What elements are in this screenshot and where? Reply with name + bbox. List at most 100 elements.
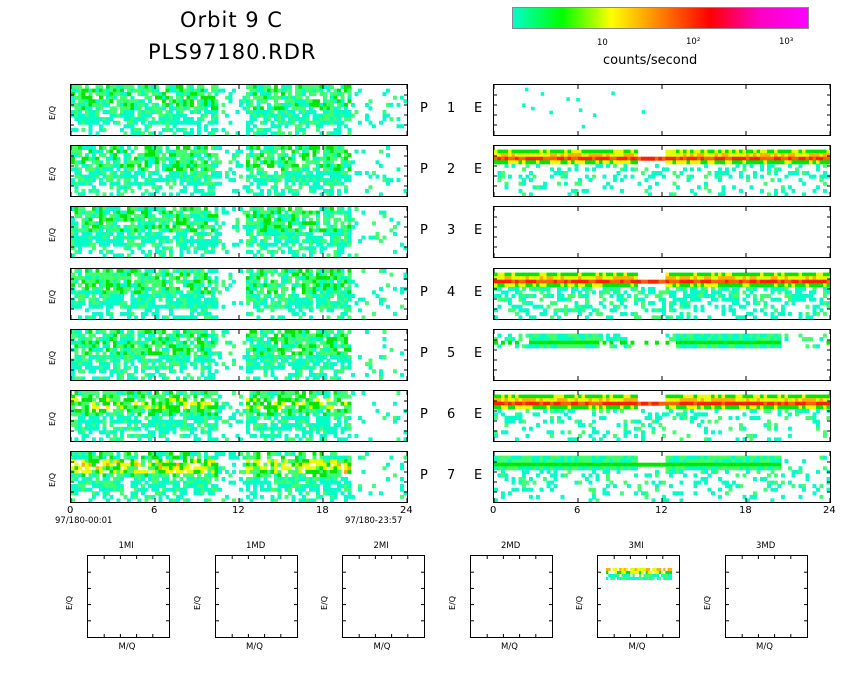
- heat-cell: [113, 333, 117, 338]
- heat-cell: [120, 102, 124, 107]
- heat-cell: [78, 480, 82, 485]
- heat-cell: [123, 113, 128, 118]
- heat-cell: [81, 102, 86, 107]
- heat-cell: [144, 153, 149, 158]
- heat-cell: [274, 174, 278, 179]
- heat-cell: [155, 293, 159, 298]
- heat-cell: [162, 99, 166, 104]
- heat-cell: [214, 99, 219, 104]
- heat-cell: [88, 181, 93, 186]
- heat-cell: [340, 314, 345, 319]
- heat-cell: [218, 146, 222, 151]
- heat-cell: [113, 253, 117, 258]
- heat-cell: [127, 174, 131, 179]
- heat-cell: [169, 88, 173, 93]
- heat-cell: [211, 412, 215, 417]
- heat-cell: [144, 110, 149, 114]
- heat-cell: [309, 246, 313, 251]
- heat-cell: [200, 398, 205, 403]
- heat-cell: [99, 272, 103, 277]
- heat-cell: [151, 156, 156, 161]
- heat-cell: [169, 340, 173, 345]
- heat-cell: [298, 181, 303, 186]
- heat-cell: [179, 423, 184, 428]
- heat-cell: [137, 297, 142, 302]
- heat-cell: [130, 207, 135, 212]
- heat-cell: [190, 268, 194, 273]
- heat-cell: [81, 437, 86, 441]
- heat-cell: [134, 340, 138, 345]
- heat-cell: [85, 286, 89, 291]
- heat-cell: [267, 358, 271, 363]
- heat-cell: [330, 120, 334, 125]
- heat-cell: [158, 113, 163, 118]
- heat-cell: [186, 372, 191, 377]
- heat-cell: [165, 398, 170, 403]
- heat-cell: [172, 361, 177, 366]
- heat-cell: [123, 243, 128, 248]
- heat-cell: [130, 95, 135, 100]
- heat-cell: [242, 408, 247, 413]
- heat-cell: [127, 153, 131, 158]
- heat-cell: [169, 102, 173, 107]
- heat-cell: [263, 351, 268, 356]
- heat-cell: [172, 293, 177, 298]
- heat-cell: [85, 289, 89, 294]
- heat-cell: [176, 171, 180, 176]
- heat-cell: [113, 408, 117, 413]
- heat-cell: [372, 369, 376, 374]
- heat-cell: [162, 480, 166, 485]
- heat-cell: [99, 243, 103, 248]
- heat-cell: [211, 297, 215, 302]
- heat-cell: [81, 178, 86, 183]
- heat-cell: [176, 336, 180, 341]
- heat-cell: [120, 146, 124, 151]
- left-panel-7: [70, 451, 408, 504]
- heat-cell: [99, 221, 103, 226]
- heat-cell: [155, 391, 159, 395]
- heat-cell: [211, 250, 215, 255]
- heat-cell: [326, 293, 331, 298]
- heat-cell: [106, 88, 110, 93]
- heat-cell: [141, 329, 145, 334]
- heat-cell: [102, 466, 107, 471]
- heat-cell: [102, 153, 107, 158]
- heat-cell: [127, 239, 131, 244]
- left-ylabel-4: E/Q: [48, 289, 57, 304]
- heat-cell: [116, 156, 121, 161]
- heat-cell: [88, 462, 93, 467]
- heat-cell: [263, 178, 268, 183]
- heat-cell: [246, 419, 250, 424]
- heat-cell: [109, 106, 114, 111]
- heat-cell: [127, 160, 131, 165]
- heat-cell: [85, 419, 89, 424]
- heat-cell: [74, 164, 79, 169]
- heat-cell: [305, 153, 310, 158]
- heat-cell: [246, 347, 250, 352]
- heat-cell: [263, 412, 268, 417]
- heat-cell: [316, 164, 320, 169]
- row-label-p-6: P: [420, 407, 428, 422]
- heat-cell: [319, 192, 324, 197]
- heat-cell: [92, 279, 96, 284]
- heat-cell: [155, 225, 159, 230]
- heat-cell: [78, 210, 82, 215]
- heat-cell: [74, 354, 79, 359]
- heat-cell: [267, 365, 271, 370]
- heat-cell: [151, 289, 156, 294]
- heat-cell: [179, 160, 184, 165]
- heat-cell: [116, 239, 121, 244]
- heat-cell: [95, 459, 100, 464]
- heat-cell: [176, 88, 180, 93]
- heat-cell: [172, 466, 177, 471]
- heat-cell: [309, 336, 313, 341]
- heat-cell: [134, 391, 138, 395]
- heat-cell: [99, 466, 103, 471]
- heat-cell: [214, 275, 219, 280]
- heat-cell: [88, 369, 93, 374]
- heat-cell: [78, 106, 82, 111]
- heat-cell: [113, 433, 117, 438]
- heat-cell: [347, 117, 352, 122]
- heat-cell: [319, 358, 324, 363]
- heat-cell: [137, 293, 142, 298]
